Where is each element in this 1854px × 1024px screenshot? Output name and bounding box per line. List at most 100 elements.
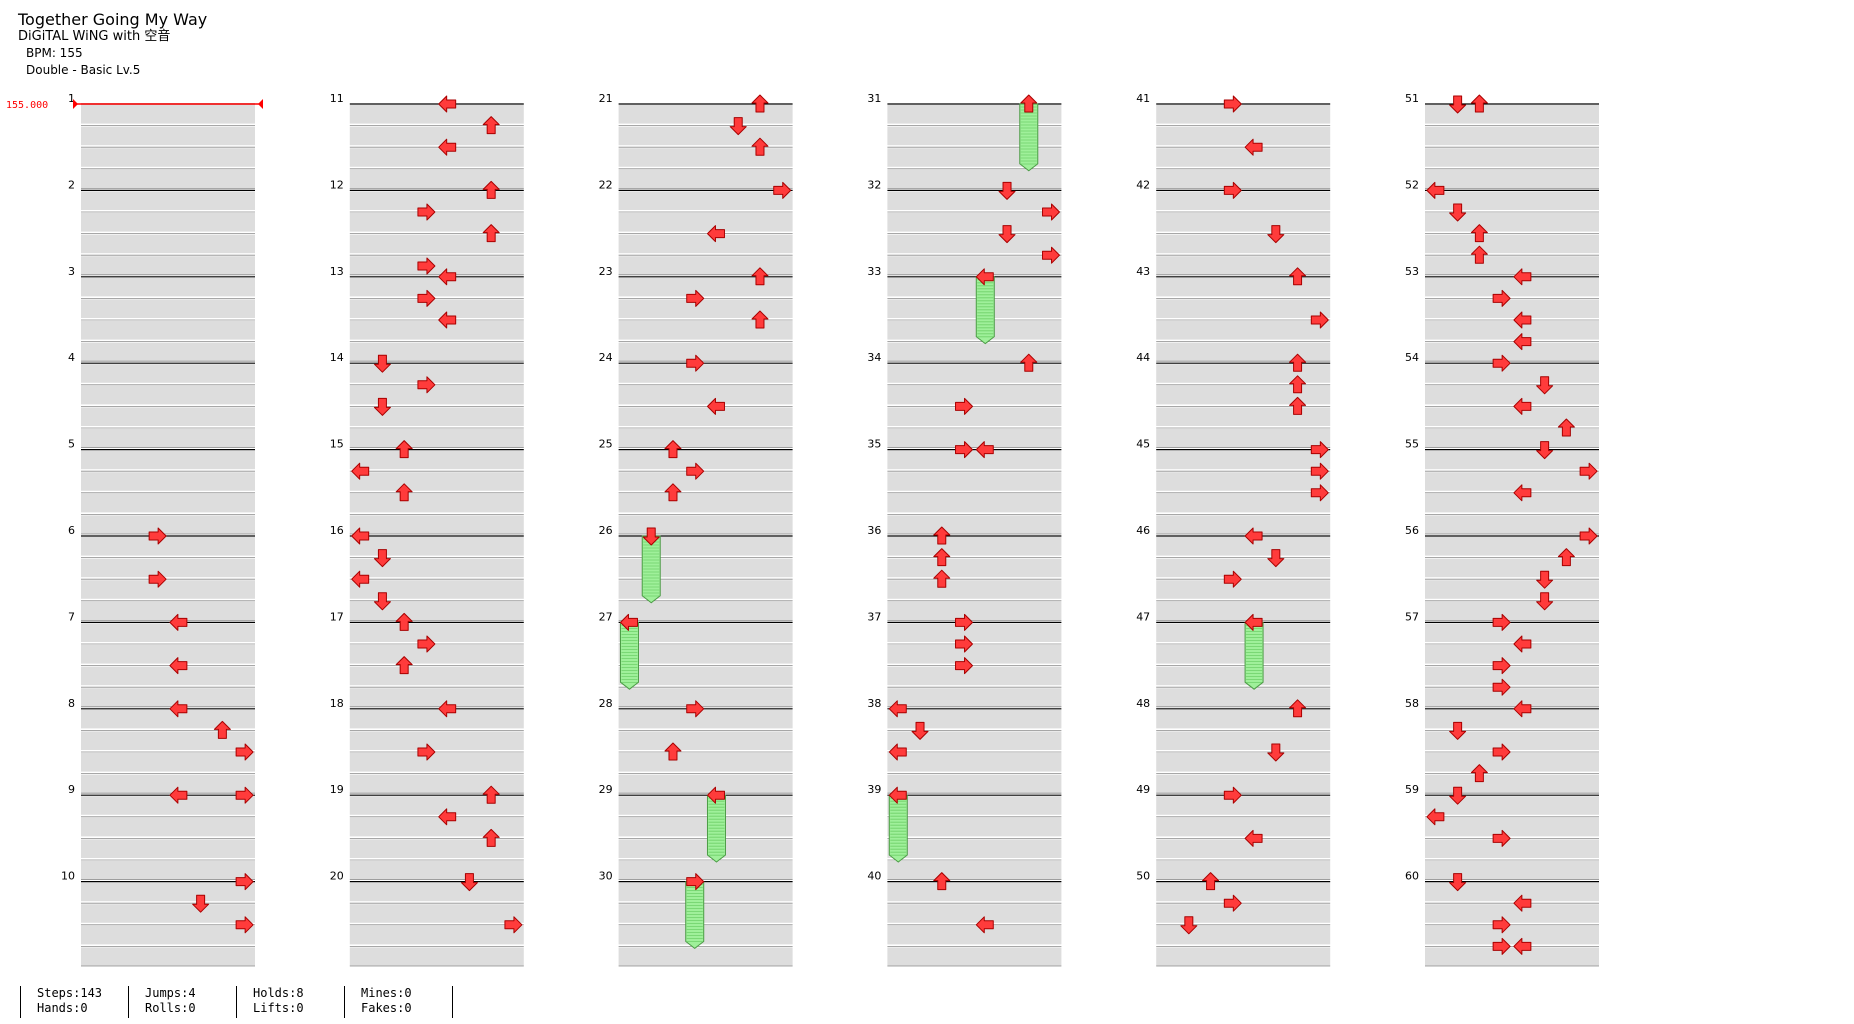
beat-band <box>618 882 793 902</box>
measure: 31 <box>867 92 1062 189</box>
beat-band <box>1425 904 1599 923</box>
measure-number: 55 <box>1405 438 1419 451</box>
measure: 4 <box>68 351 255 449</box>
beat-band <box>1156 839 1331 858</box>
song-bpm: BPM: 155 <box>26 46 83 60</box>
beat-band <box>1156 537 1331 556</box>
beat-band <box>349 731 524 750</box>
beat-band <box>1156 666 1331 686</box>
measure-number: 24 <box>599 351 613 364</box>
beat-band <box>618 774 793 794</box>
beat-band <box>887 601 1062 621</box>
beat-band <box>349 666 524 686</box>
beat-band <box>1425 601 1599 621</box>
measure-number: 33 <box>867 265 881 278</box>
measure-number: 47 <box>1136 610 1150 623</box>
beat-band <box>1425 947 1599 966</box>
measure: 59 <box>1405 783 1599 880</box>
beat-band <box>1156 105 1331 124</box>
beat-band <box>349 861 524 880</box>
measure: 9 <box>68 783 255 880</box>
beat-band <box>887 472 1062 491</box>
beat-band <box>887 839 1062 858</box>
beat-band <box>618 645 793 664</box>
beat-band <box>1425 558 1599 578</box>
beat-band <box>618 472 793 491</box>
measure-number: 17 <box>330 610 344 623</box>
measure-number: 19 <box>330 783 344 796</box>
chart-difficulty: Double - Basic Lv.5 <box>26 63 141 77</box>
beat-band <box>887 277 1062 297</box>
beat-band <box>349 753 524 772</box>
measure: 28 <box>599 697 793 794</box>
measure: 38 <box>867 697 1062 794</box>
beat-band <box>349 882 524 902</box>
beat-band <box>1425 299 1599 318</box>
beat-band <box>1425 450 1599 470</box>
beat-band <box>887 558 1062 578</box>
beat-band <box>887 105 1062 124</box>
measure-number: 39 <box>867 783 881 796</box>
beat-band <box>618 256 793 275</box>
measure-number: 3 <box>68 265 75 278</box>
beat-band <box>887 364 1062 383</box>
beat-band <box>349 580 524 599</box>
measure-number: 45 <box>1136 438 1150 451</box>
beat-band <box>349 148 524 167</box>
measure: 50 <box>1136 870 1331 967</box>
beat-band <box>1425 256 1599 275</box>
stats-jumps-rolls: Jumps:4 Rolls:0 <box>128 986 226 1018</box>
beat-band <box>887 796 1062 815</box>
beat-band <box>1156 234 1331 254</box>
measure-number: 57 <box>1405 610 1419 623</box>
beat-band <box>81 191 255 210</box>
beat-band <box>887 234 1062 254</box>
measure-number: 53 <box>1405 265 1419 278</box>
measure: 36 <box>867 524 1062 621</box>
measure-number: 41 <box>1136 92 1150 105</box>
measure: 25 <box>599 438 793 535</box>
beat-band <box>1156 925 1331 945</box>
beat-band <box>81 925 255 945</box>
beat-band <box>887 342 1062 362</box>
beat-band <box>1156 731 1331 750</box>
measure-number: 23 <box>599 265 613 278</box>
measure-number: 9 <box>68 783 75 796</box>
beat-band <box>618 666 793 686</box>
measure-number: 6 <box>68 524 75 537</box>
beat-band <box>618 537 793 556</box>
beat-band <box>81 148 255 167</box>
beat-band <box>618 234 793 254</box>
beat-band <box>81 666 255 686</box>
measure-number: 35 <box>867 438 881 451</box>
measure-number: 46 <box>1136 524 1150 537</box>
stat-steps: Steps:143 <box>37 986 103 1000</box>
measure: 18 <box>330 697 524 794</box>
measure-number: 30 <box>599 870 613 883</box>
beat-band <box>1425 342 1599 362</box>
measure-number: 7 <box>68 610 75 623</box>
beat-band <box>81 947 255 966</box>
measure-number: 58 <box>1405 697 1419 710</box>
beat-band <box>618 148 793 167</box>
beat-band <box>81 342 255 362</box>
bpm-change-marker: 155.000 <box>6 99 263 111</box>
measure: 21 <box>599 92 793 189</box>
measure: 44 <box>1136 351 1331 449</box>
beat-band <box>887 537 1062 556</box>
measure: 1 <box>68 92 255 189</box>
measure: 49 <box>1136 783 1331 880</box>
beat-band <box>81 839 255 858</box>
measure: 52 <box>1405 178 1599 276</box>
measure-number: 4 <box>68 351 75 364</box>
beat-band <box>1425 839 1599 858</box>
beat-band <box>349 213 524 232</box>
measure: 43 <box>1136 265 1331 362</box>
beat-band <box>618 904 793 923</box>
measure: 48 <box>1136 697 1331 794</box>
beat-band <box>81 753 255 772</box>
measure: 29 <box>599 783 793 880</box>
beat-band <box>887 169 1062 189</box>
measure: 19 <box>330 783 524 880</box>
beat-band <box>81 623 255 642</box>
